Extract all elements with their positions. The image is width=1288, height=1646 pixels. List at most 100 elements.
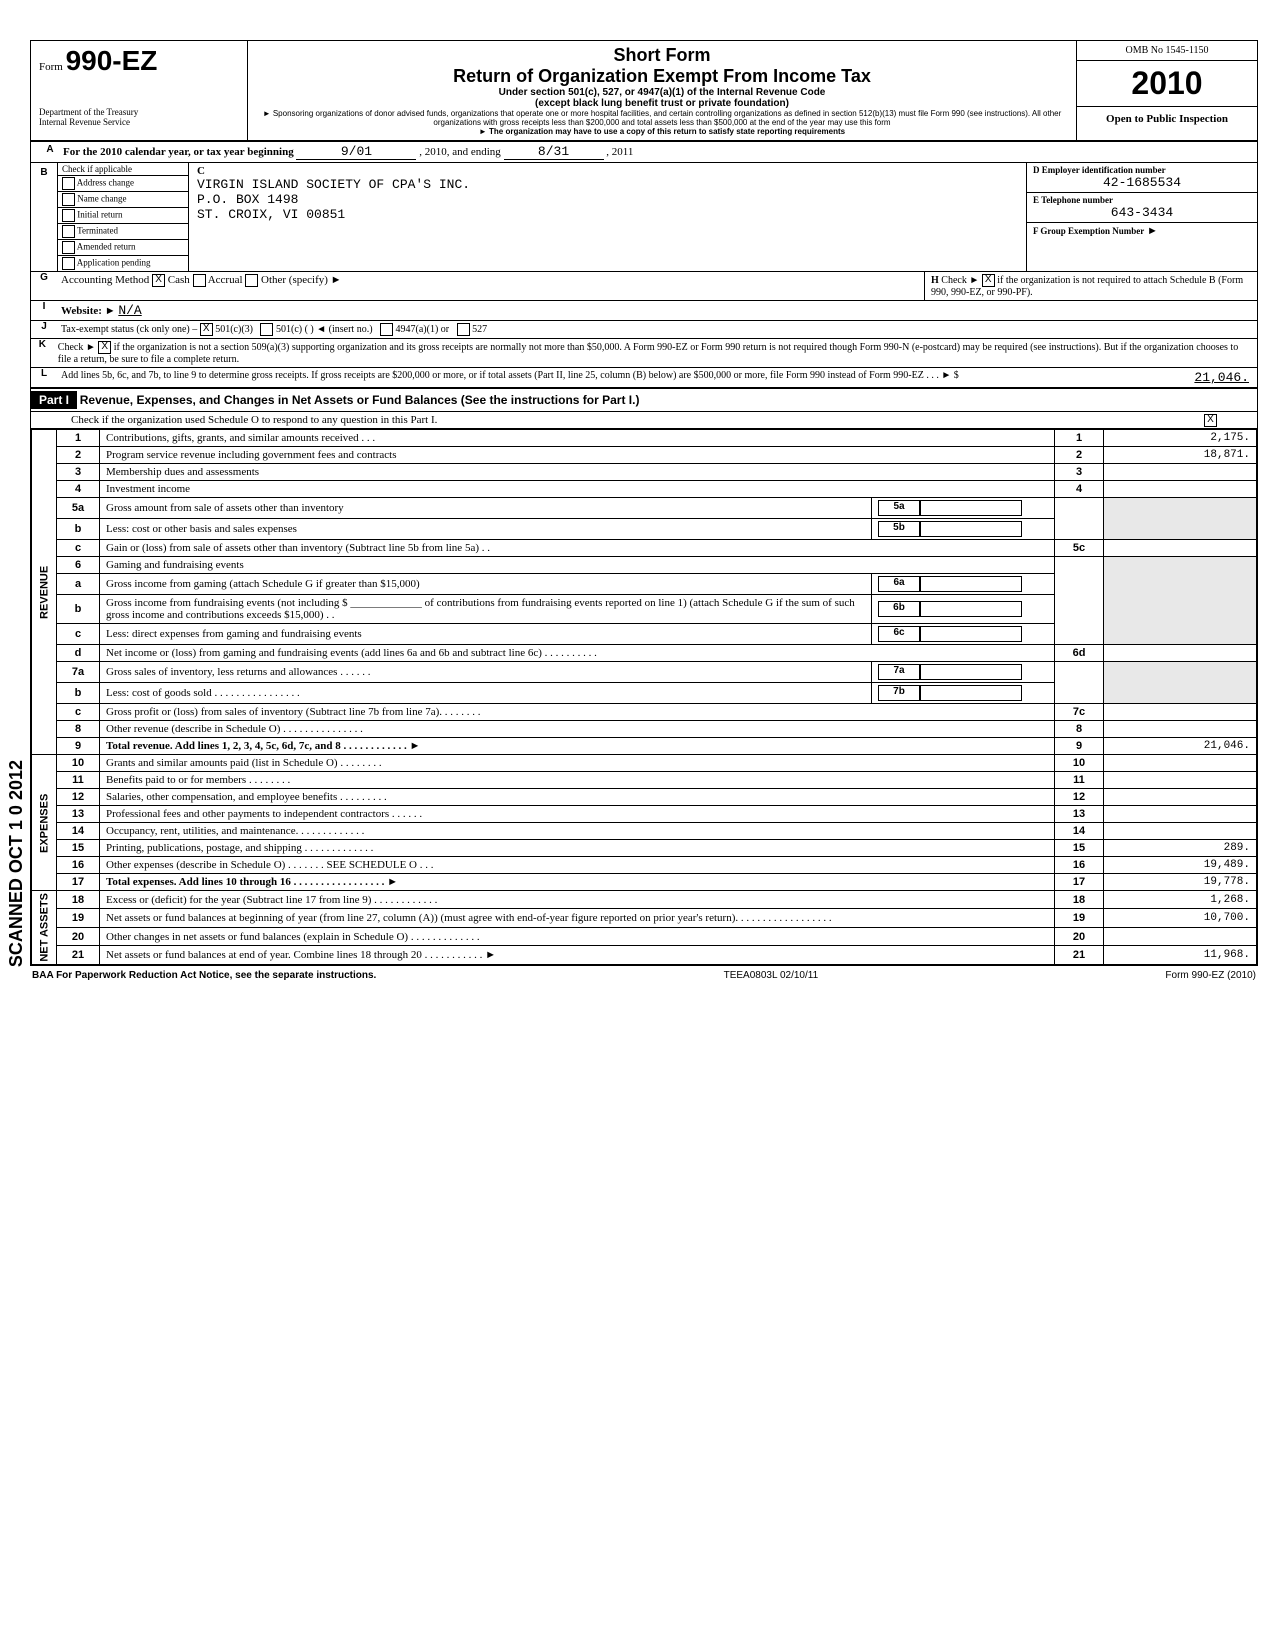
d12: Salaries, other compensation, and employ… — [100, 789, 1055, 806]
part1-label: Part I — [31, 391, 77, 409]
insert-no: ) ◄ (insert no.) — [310, 324, 372, 335]
cb-app-pending[interactable] — [62, 257, 75, 270]
p527-label: 527 — [472, 324, 487, 335]
cash-label: Cash — [168, 274, 190, 286]
line-h-label: Check ► — [941, 275, 979, 286]
cb-address-change[interactable] — [62, 177, 75, 190]
label-g: G — [31, 272, 57, 300]
b13: 13 — [1055, 806, 1104, 823]
n7c: c — [57, 704, 100, 721]
d4: Investment income — [100, 481, 1055, 498]
line-l: L Add lines 5b, 6c, and 7b, to line 9 to… — [31, 368, 1257, 388]
n15: 15 — [57, 840, 100, 857]
cb-other[interactable] — [245, 274, 258, 287]
cb-initial-return[interactable] — [62, 209, 75, 222]
d20: Other changes in net assets or fund bala… — [100, 927, 1055, 945]
b17: 17 — [1055, 874, 1104, 891]
box-f-arrow: ► — [1147, 225, 1158, 237]
cb-amend-label: Amended return — [77, 242, 136, 252]
line-a-label: For the 2010 calendar year, or tax year … — [63, 146, 294, 158]
d6c: Less: direct expenses from gaming and fu… — [100, 624, 872, 645]
a1: 2,175. — [1104, 430, 1257, 447]
a2: 18,871. — [1104, 447, 1257, 464]
cb-term-label: Terminated — [77, 226, 118, 236]
n9: 9 — [57, 738, 100, 755]
scanned-stamp: SCANNED OCT 1 0 2012 — [6, 760, 27, 967]
org-addr1: P.O. BOX 1498 — [197, 192, 1018, 207]
n17: 17 — [57, 874, 100, 891]
form-prefix: Form — [39, 61, 63, 73]
d6a: Gross income from gaming (attach Schedul… — [100, 574, 872, 595]
line-j-label: Tax-exempt status (ck only one) – — [61, 324, 197, 335]
d3: Membership dues and assessments — [100, 464, 1055, 481]
tax-year: 2010 — [1077, 61, 1257, 107]
sb6a: 6a — [878, 576, 920, 592]
org-name: VIRGIN ISLAND SOCIETY OF CPA'S INC. — [197, 177, 1018, 192]
cb-terminated[interactable] — [62, 225, 75, 238]
cb-501c3[interactable]: X — [200, 323, 213, 336]
line-k-label: Check ► — [58, 342, 96, 353]
cb-cash[interactable]: X — [152, 274, 165, 287]
cb-name-change[interactable] — [62, 193, 75, 206]
open-public: Open to Public Inspection — [1077, 107, 1257, 131]
footer-left: BAA For Paperwork Reduction Act Notice, … — [32, 970, 376, 981]
n20: 20 — [57, 927, 100, 945]
shade5a — [1104, 498, 1257, 540]
b5c: 5c — [1055, 540, 1104, 557]
line-j: J Tax-exempt status (ck only one) – X 50… — [31, 321, 1257, 339]
cb-k[interactable]: X — [98, 341, 111, 354]
d5a: Gross amount from sale of assets other t… — [100, 498, 872, 519]
n11: 11 — [57, 772, 100, 789]
a17: 19,778. — [1104, 874, 1257, 891]
n8: 8 — [57, 721, 100, 738]
footer-right: Form 990-EZ (2010) — [1165, 970, 1256, 981]
a8 — [1104, 721, 1257, 738]
cb-accrual[interactable] — [193, 274, 206, 287]
d8: Other revenue (describe in Schedule O) .… — [100, 721, 1055, 738]
label-a: A — [37, 144, 63, 160]
d11: Benefits paid to or for members . . . . … — [100, 772, 1055, 789]
sb7a: 7a — [878, 664, 920, 680]
form-number: 990-EZ — [66, 45, 158, 76]
b11: 11 — [1055, 772, 1104, 789]
sb7b: 7b — [878, 685, 920, 701]
part1-title: Revenue, Expenses, and Changes in Net As… — [80, 393, 640, 407]
cb-501c[interactable] — [260, 323, 273, 336]
d7b: Less: cost of goods sold . . . . . . . .… — [100, 683, 872, 704]
label-k: K — [31, 339, 54, 367]
shade7 — [1055, 662, 1104, 704]
label-l: L — [31, 368, 57, 387]
cb-4947[interactable] — [380, 323, 393, 336]
side-netassets: NET ASSETS — [32, 891, 57, 965]
line-i-label: Website: ► — [61, 305, 116, 317]
d14: Occupancy, rent, utilities, and maintena… — [100, 823, 1055, 840]
line-k-text: if the organization is not a section 509… — [58, 342, 1238, 365]
c-blank-label: 501(c) ( — [276, 324, 308, 335]
box-c: C VIRGIN ISLAND SOCIETY OF CPA'S INC. P.… — [189, 163, 1027, 271]
n6d: d — [57, 645, 100, 662]
side-revenue: REVENUE — [32, 430, 57, 755]
n16: 16 — [57, 857, 100, 874]
part1-check-row: Check if the organization used Schedule … — [31, 412, 1257, 429]
a16: 19,489. — [1104, 857, 1257, 874]
d6b: Gross income from fundraising events (no… — [100, 595, 872, 624]
d10: Grants and similar amounts paid (list in… — [100, 755, 1055, 772]
line-g-label: Accounting Method — [61, 274, 149, 286]
cb-app-label: Application pending — [77, 258, 151, 268]
begin-date: 9/01 — [296, 144, 416, 160]
box-h: H Check ► X if the organization is not r… — [924, 272, 1257, 300]
a15: 289. — [1104, 840, 1257, 857]
cb-amended[interactable] — [62, 241, 75, 254]
cb-h[interactable]: X — [982, 274, 995, 287]
d1: Contributions, gifts, grants, and simila… — [100, 430, 1055, 447]
b3: 3 — [1055, 464, 1104, 481]
sb6b: 6b — [878, 601, 920, 617]
d18: Excess or (deficit) for the year (Subtra… — [100, 891, 1055, 909]
cb-part1-scho[interactable]: X — [1204, 414, 1217, 427]
cb-527[interactable] — [457, 323, 470, 336]
dept-treasury: Department of the Treasury — [39, 107, 239, 117]
sv6b — [920, 601, 1022, 617]
b4: 4 — [1055, 481, 1104, 498]
a6d — [1104, 645, 1257, 662]
label-i: I — [31, 301, 57, 320]
